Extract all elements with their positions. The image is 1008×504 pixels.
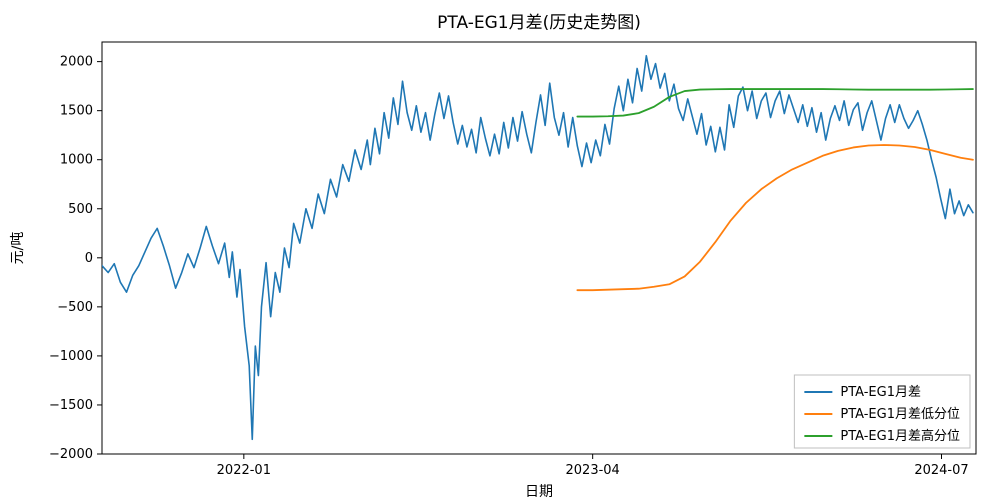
x-tick-label: 2023-04: [566, 463, 620, 478]
legend-item-label: PTA-EG1月差高分位: [840, 428, 960, 444]
y-tick-label: 1500: [60, 104, 93, 119]
x-axis-label: 日期: [525, 484, 553, 500]
legend: PTA-EG1月差 PTA-EG1月差低分位 PTA-EG1月差高分位: [794, 375, 970, 448]
y-tick-label: −2000: [49, 447, 93, 462]
chart-title: PTA-EG1月差(历史走势图): [437, 13, 641, 33]
x-tick-label: 2024-07: [914, 463, 968, 478]
y-tick-label: 500: [68, 202, 93, 217]
y-tick-label: 0: [85, 251, 93, 266]
y-tick-label: 2000: [60, 55, 93, 70]
legend-item-label: PTA-EG1月差: [840, 385, 921, 400]
x-tick-label: 2022-01: [217, 463, 271, 478]
y-tick-label: −500: [57, 300, 93, 315]
legend-item-label: PTA-EG1月差低分位: [840, 407, 960, 422]
y-tick-label: 1000: [60, 153, 93, 168]
y-axis-label: 元/吨: [10, 232, 26, 265]
y-tick-label: −1000: [49, 349, 93, 364]
y-tick-label: −1500: [49, 398, 93, 413]
chart-svg: −2000 −1500 −1000 −500 0 500 1000 1500 2000 2022-…: [0, 0, 1008, 504]
chart-container: −2000 −1500 −1000 −500 0 500 1000 1500 2000 2022-…: [0, 0, 1008, 504]
